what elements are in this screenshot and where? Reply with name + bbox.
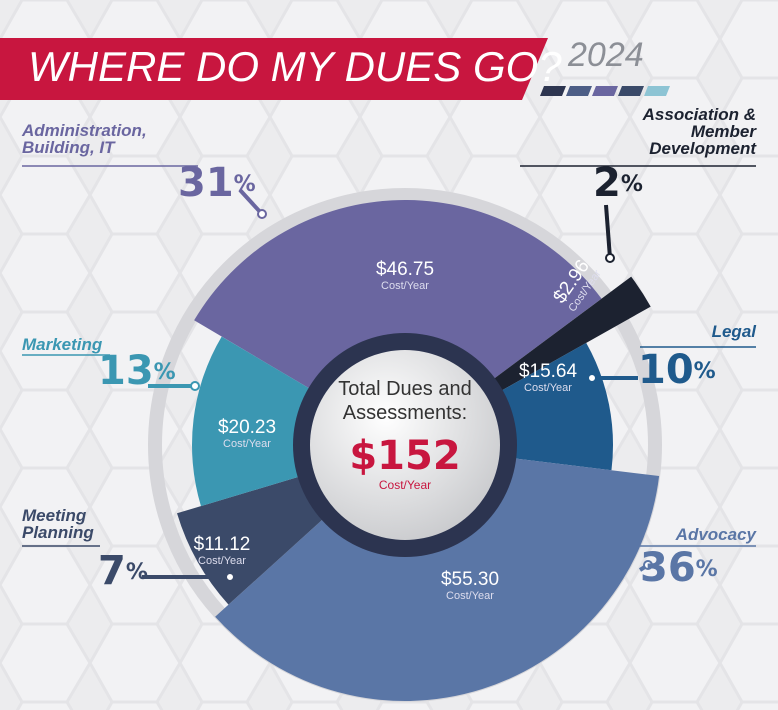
pie-segment (177, 476, 324, 605)
title: WHERE DO MY DUES GO? (28, 43, 562, 90)
cost-value: $15.64 (519, 361, 578, 382)
cost-unit: Cost/Year (198, 555, 246, 567)
percent-label: 36% (640, 545, 718, 591)
connector-dot (225, 572, 235, 582)
category-name: Meeting Planning (22, 506, 94, 542)
cost-value: $20.23 (218, 417, 276, 438)
category-name: Association & Member Development (642, 105, 756, 158)
percent-label: 31% (178, 160, 256, 206)
percent-value: 36 (640, 545, 696, 591)
percent-value: 13 (98, 348, 154, 394)
cost-unit: Cost/Year (524, 382, 572, 394)
percent-sign: % (696, 557, 718, 582)
title-banner (0, 38, 548, 100)
percent-label: 13% (98, 348, 176, 394)
connector-dot (605, 253, 615, 263)
connector-dot (587, 373, 597, 383)
percent-sign: % (126, 560, 148, 585)
pie-segment (500, 342, 613, 471)
percent-label: 10% (638, 347, 716, 393)
pie-segment (194, 200, 602, 390)
category-name: Administration, Building, IT (22, 121, 147, 157)
percent-sign: % (621, 172, 643, 197)
percent-sign: % (234, 172, 256, 197)
cost-unit: Cost/Year (223, 438, 271, 450)
percent-sign: % (694, 359, 716, 384)
year: 2024 (567, 36, 644, 74)
connector-dot (190, 381, 200, 391)
total: $152 (349, 433, 460, 479)
category-name: Legal (711, 322, 756, 341)
percent-value: 7 (98, 548, 126, 594)
percent-label: 2% (593, 160, 643, 206)
percent-value: 31 (178, 160, 234, 206)
category-name: Advocacy (675, 525, 756, 544)
center-disc (310, 350, 500, 540)
cost-value: $11.12 (194, 534, 251, 555)
percent-sign: % (154, 360, 176, 385)
pie-segment (493, 276, 651, 392)
year-stripes (540, 86, 670, 96)
percent-label: 7% (98, 548, 148, 594)
total-unit: Cost/Year (379, 478, 431, 492)
connector (238, 188, 264, 216)
connector (604, 204, 612, 259)
percent-value: 2 (593, 160, 621, 206)
cost-value: $55.30 (441, 569, 499, 590)
percent-value: 10 (638, 347, 694, 393)
connector-dot (643, 560, 653, 570)
cost-unit: Cost/Year (446, 590, 494, 602)
connector-dot (257, 209, 267, 219)
cost-value: $46.75 (376, 259, 434, 280)
center-label: Total Dues and Assessments: (338, 378, 471, 424)
pie-segment (191, 336, 311, 507)
cost-unit: Cost/Year (381, 280, 429, 292)
category-name: Marketing (22, 335, 103, 354)
pie-segment (215, 458, 660, 702)
